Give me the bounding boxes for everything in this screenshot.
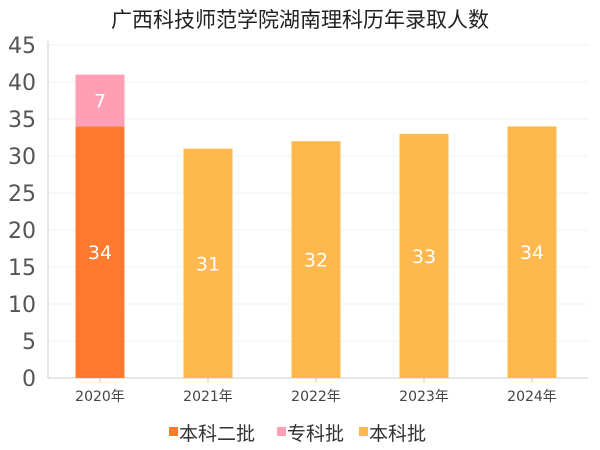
y-tick-label: 10 (8, 293, 36, 318)
legend-label: 本科批 (369, 423, 426, 445)
bar-2021年-本科批 (183, 148, 233, 378)
bar-2020年-专科批 (75, 74, 125, 127)
legend-swatch-专科批 (277, 427, 286, 436)
y-tick-label: 0 (22, 367, 36, 392)
data-label: 32 (304, 250, 328, 272)
y-axis: 0 5 10 15 20 25 30 35 40 45 (8, 34, 49, 392)
legend-swatch-本科批 (359, 427, 368, 436)
y-tick-label: 35 (8, 108, 36, 133)
data-label: 31 (196, 253, 220, 275)
legend-swatch-本科二批 (169, 427, 178, 436)
y-tick-label: 20 (8, 219, 36, 244)
legend-label: 本科二批 (179, 423, 255, 445)
x-tick-label: 2022年 (291, 389, 341, 405)
x-tick-label: 2023年 (399, 389, 449, 405)
data-label: 33 (412, 246, 436, 268)
data-labels: 34 7 31 32 33 34 (88, 91, 544, 276)
y-tick-label: 30 (8, 145, 36, 170)
bar-2020年-本科二批 (75, 126, 125, 379)
data-label: 34 (88, 242, 112, 264)
y-tick-label: 40 (8, 71, 36, 96)
x-tick-label: 2021年 (183, 389, 233, 405)
data-label: 34 (520, 242, 544, 264)
bars (75, 74, 557, 379)
x-axis: 2020年 2021年 2022年 2023年 2024年 (48, 377, 588, 405)
y-tick-label: 5 (22, 330, 36, 355)
data-label: 7 (94, 91, 106, 113)
legend: 本科二批 专科批 本科批 (169, 423, 426, 445)
y-tick-label: 45 (8, 34, 36, 59)
y-tick-label: 15 (8, 256, 36, 281)
bar-2022年-本科批 (291, 141, 341, 378)
bar-2024年-本科批 (507, 126, 557, 379)
y-tick-label: 25 (8, 182, 36, 207)
x-tick-label: 2020年 (75, 389, 125, 405)
bar-2023年-本科批 (399, 133, 449, 378)
chart-title: 广西科技师范学院湖南理科历年录取人数 (111, 8, 489, 32)
x-tick-label: 2024年 (507, 389, 557, 405)
legend-label: 专科批 (287, 423, 344, 445)
